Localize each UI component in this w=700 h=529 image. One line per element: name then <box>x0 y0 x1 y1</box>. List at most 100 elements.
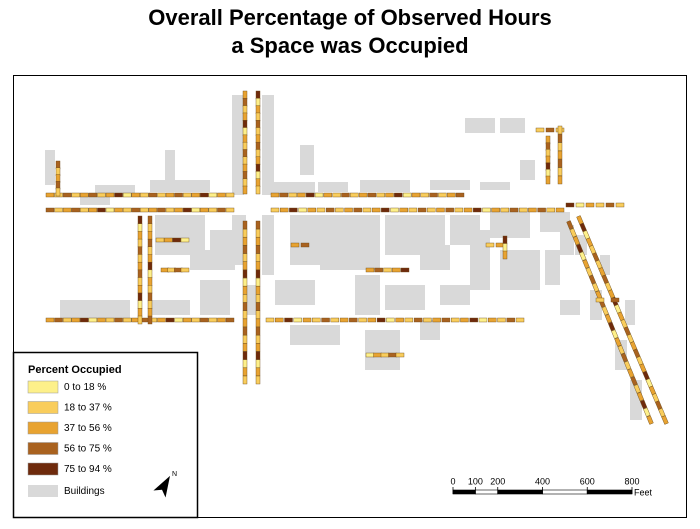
parking-space <box>147 261 153 271</box>
parking-space <box>255 367 261 377</box>
title-line: a Space was Occupied <box>231 33 468 58</box>
parking-space <box>495 242 505 248</box>
parking-space <box>242 310 248 319</box>
parking-space <box>546 207 556 213</box>
building <box>200 280 230 315</box>
parking-space <box>255 127 261 136</box>
parking-space <box>172 237 181 243</box>
parking-space <box>208 192 218 198</box>
parking-space <box>601 306 609 316</box>
building <box>165 150 175 180</box>
parking-space <box>302 317 312 323</box>
parking-space <box>639 399 648 410</box>
parking-space <box>404 317 414 323</box>
parking-space <box>383 267 392 273</box>
parking-space <box>400 267 410 273</box>
parking-space <box>71 192 80 198</box>
parking-space <box>180 267 190 273</box>
parking-space <box>137 238 143 248</box>
parking-space <box>365 352 375 358</box>
parking-space <box>242 163 248 173</box>
legend-title: Percent Occupied <box>28 364 122 376</box>
parking-space <box>45 317 55 323</box>
building <box>150 180 210 192</box>
parking-space <box>367 192 377 198</box>
parking-space <box>255 351 261 360</box>
parking-space <box>325 207 335 213</box>
parking-space <box>242 220 248 230</box>
legend-label: Buildings <box>64 486 105 497</box>
parking-space <box>147 292 153 302</box>
parking-space <box>555 207 565 213</box>
parking-space <box>607 321 616 332</box>
building <box>262 215 274 275</box>
parking-space <box>131 207 140 213</box>
parking-space <box>469 317 478 323</box>
parking-space <box>569 228 577 238</box>
scale-segment <box>475 489 499 495</box>
parking-space <box>575 202 585 208</box>
parking-space <box>137 231 143 240</box>
parking-space <box>122 317 132 323</box>
parking-space <box>217 317 226 323</box>
parking-space <box>353 207 362 213</box>
parking-space <box>200 317 209 323</box>
parking-space <box>54 317 63 323</box>
parking-space <box>80 317 89 323</box>
parking-space <box>242 343 248 352</box>
parking-space <box>242 178 248 187</box>
parking-space <box>148 207 158 213</box>
parking-space <box>155 237 165 243</box>
building <box>365 330 400 370</box>
parking-space <box>478 317 488 323</box>
parking-space <box>242 351 248 360</box>
parking-space <box>242 269 248 279</box>
parking-space <box>557 134 563 143</box>
building <box>480 182 510 190</box>
parking-space <box>147 231 153 240</box>
parking-space <box>225 207 235 213</box>
parking-space <box>137 215 143 225</box>
parking-space <box>344 207 353 213</box>
parking-space <box>80 207 89 213</box>
parking-space <box>365 267 375 273</box>
parking-space <box>131 192 140 198</box>
building <box>80 195 110 205</box>
parking-space <box>137 261 143 271</box>
parking-space <box>242 141 248 151</box>
parking-space <box>137 300 143 309</box>
parking-space <box>566 220 574 230</box>
building <box>490 208 530 238</box>
parking-space <box>242 120 248 129</box>
parking-space <box>454 207 464 213</box>
parking-space <box>441 317 451 323</box>
parking-space <box>255 112 261 122</box>
legend-label: 75 to 94 % <box>64 464 112 475</box>
parking-space <box>423 317 432 323</box>
parking-space <box>242 228 248 238</box>
parking-space <box>242 156 248 165</box>
parking-space <box>255 178 261 187</box>
legend-swatch <box>27 401 59 414</box>
parking-space <box>509 207 519 213</box>
parking-space <box>610 297 620 303</box>
north-arrow: N <box>153 471 177 498</box>
parking-space <box>300 242 310 248</box>
building <box>600 255 610 275</box>
building <box>430 180 470 190</box>
parking-space <box>255 310 261 319</box>
parking-space <box>605 202 615 208</box>
building <box>210 230 235 270</box>
parking-space <box>394 192 403 198</box>
parking-space <box>297 192 306 198</box>
parking-space <box>565 202 575 208</box>
parking-space <box>88 192 98 198</box>
parking-space <box>491 207 500 213</box>
parking-space <box>427 207 436 213</box>
parking-space <box>388 352 397 358</box>
parking-space <box>502 243 508 252</box>
parking-space <box>208 207 218 213</box>
parking-space <box>147 300 153 309</box>
parking-space <box>293 317 302 323</box>
parking-space <box>71 207 80 213</box>
